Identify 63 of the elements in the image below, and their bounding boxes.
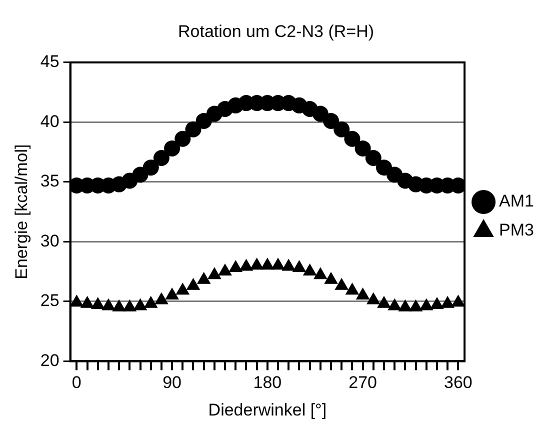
y-axis-title: Energie [kcal/mol] xyxy=(12,144,31,280)
point xyxy=(185,121,202,138)
point xyxy=(365,150,382,166)
point xyxy=(196,272,211,284)
point xyxy=(419,298,434,310)
point xyxy=(430,297,444,310)
point xyxy=(90,297,105,310)
point xyxy=(356,287,370,300)
x-tick-label: 360 xyxy=(444,373,472,392)
point xyxy=(208,267,222,280)
point xyxy=(334,278,349,290)
point xyxy=(398,299,412,312)
point xyxy=(282,258,296,271)
x-tick-label: 0 xyxy=(72,373,82,392)
point xyxy=(354,140,371,156)
point xyxy=(388,298,402,310)
point xyxy=(345,282,360,295)
point xyxy=(154,292,168,304)
point xyxy=(176,282,190,295)
point xyxy=(451,294,465,307)
point xyxy=(324,272,338,284)
point xyxy=(302,264,317,276)
point xyxy=(334,121,350,138)
point xyxy=(70,294,84,307)
point xyxy=(186,278,200,290)
point xyxy=(250,258,264,270)
point xyxy=(80,296,94,308)
y-tick-label: 20 xyxy=(40,350,60,370)
point xyxy=(228,260,243,272)
point xyxy=(366,292,380,304)
point xyxy=(112,299,126,312)
point xyxy=(218,264,232,276)
y-tick-label: 30 xyxy=(40,231,60,250)
point xyxy=(408,299,423,312)
y-tick-label: 35 xyxy=(40,172,60,191)
legend-label: PM3 xyxy=(499,220,534,240)
point xyxy=(165,287,179,300)
point xyxy=(133,298,148,310)
point xyxy=(323,112,340,129)
chart-title: Rotation um C2-N3 (R=H) xyxy=(178,22,374,41)
point xyxy=(239,258,254,271)
legend-label: AM1 xyxy=(499,192,534,211)
point xyxy=(344,130,360,147)
point xyxy=(174,130,191,147)
point xyxy=(153,150,170,166)
y-tick-label: 25 xyxy=(40,291,60,310)
point xyxy=(440,296,455,308)
point xyxy=(271,258,285,270)
point xyxy=(144,296,158,308)
point xyxy=(164,140,180,156)
point xyxy=(102,298,116,310)
x-tick-label: 90 xyxy=(162,373,182,392)
x-tick-label: 180 xyxy=(253,373,282,392)
point xyxy=(313,267,328,280)
x-tick-label: 270 xyxy=(348,373,377,392)
y-tick-label: 45 xyxy=(40,52,60,72)
point xyxy=(377,296,391,308)
point xyxy=(142,160,159,176)
point xyxy=(122,299,137,312)
x-axis-title: Diederwinkel [°] xyxy=(208,400,327,420)
y-tick-label: 40 xyxy=(40,112,60,131)
point xyxy=(260,258,274,270)
point xyxy=(292,260,306,272)
